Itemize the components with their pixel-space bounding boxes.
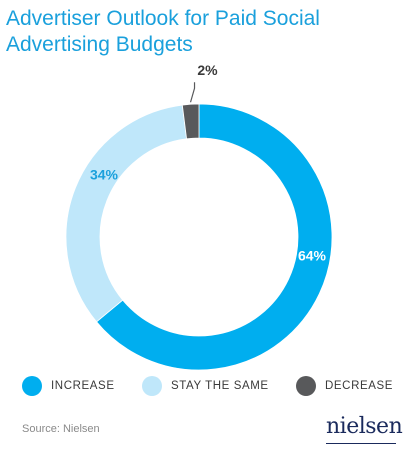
leader-line-decrease bbox=[189, 82, 196, 103]
data-label-decrease: 2% bbox=[197, 62, 218, 78]
legend-label-decrease: DECREASE bbox=[325, 380, 394, 392]
legend-item-decrease: DECREASE bbox=[296, 374, 393, 398]
legend-label-increase: INCREASE bbox=[51, 380, 115, 392]
legend-swatch-stay-the-same bbox=[142, 376, 162, 396]
nielsen-logo: nielsen bbox=[326, 414, 403, 439]
data-label-increase: 64% bbox=[298, 248, 327, 264]
slice-increase bbox=[95, 103, 333, 371]
chart-title: Advertiser Outlook for Paid Social Adver… bbox=[6, 7, 320, 56]
slice-decrease bbox=[181, 103, 200, 140]
source-note: Source: Nielsen bbox=[22, 423, 100, 435]
data-label-stay-the-same: 34% bbox=[90, 167, 119, 183]
legend-item-stay-the-same: STAY THE SAME bbox=[142, 374, 269, 398]
legend-item-increase: INCREASE bbox=[22, 374, 115, 398]
legend-label-stay-the-same: STAY THE SAME bbox=[171, 380, 269, 392]
logo-underline bbox=[326, 443, 396, 444]
legend-swatch-decrease bbox=[296, 376, 316, 396]
slice-stay-the-same bbox=[65, 104, 188, 323]
legend-swatch-increase bbox=[22, 376, 42, 396]
